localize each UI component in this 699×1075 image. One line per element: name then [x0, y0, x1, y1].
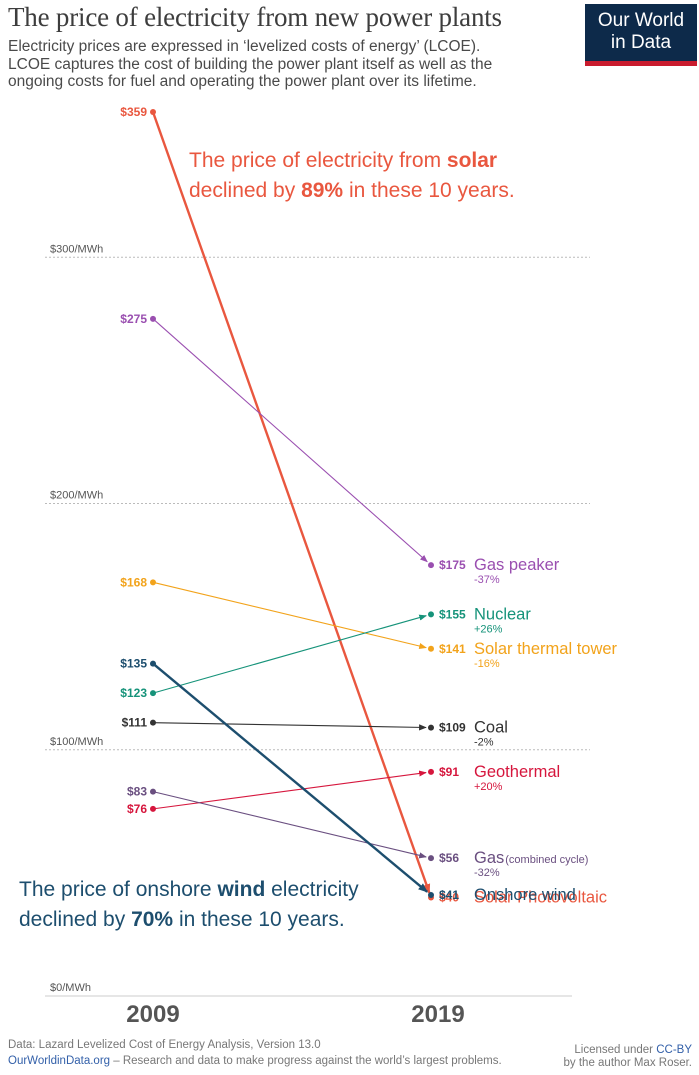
series-start-point	[150, 719, 156, 726]
series-change-label: +26%	[474, 623, 503, 635]
y-tick-label: $0/MWh	[50, 982, 91, 994]
series-line	[152, 581, 427, 650]
y-tick-label: $200/MWh	[50, 490, 103, 502]
series-end-point	[428, 768, 434, 775]
series-end-point	[428, 645, 434, 652]
series-end-label: $56	[439, 851, 459, 865]
license-link[interactable]: CC-BY	[656, 1044, 692, 1056]
y-tick-label: $300/MWh	[50, 243, 103, 255]
logo-line-1: Our World	[597, 10, 685, 31]
series-line	[152, 791, 427, 859]
series-start-label: $123	[120, 686, 147, 700]
series-end-point	[428, 892, 434, 899]
chart-title: The price of electricity from new power …	[8, 2, 502, 32]
license-author: by the author Max Roser.	[563, 1056, 692, 1069]
subtitle-line-1: Electricity prices are expressed in ‘lev…	[8, 38, 481, 55]
subtitle-line-3: ongoing costs for fuel and operating the…	[8, 73, 477, 90]
footer-source: Data: Lazard Levelized Cost of Energy An…	[8, 1037, 502, 1069]
series-change-label: -37%	[474, 574, 500, 586]
series-line	[152, 318, 428, 563]
series-line	[152, 722, 427, 731]
x-tick-label: 2009	[126, 1001, 179, 1028]
series-line	[151, 111, 431, 894]
series-change-label: -32%	[474, 867, 500, 879]
series-start-point	[150, 788, 156, 795]
series-end-point	[428, 855, 434, 862]
series-end-point	[428, 611, 434, 618]
subtitle-line-2: LCOE captures the cost of building the p…	[8, 55, 493, 73]
series-start-point	[150, 660, 156, 667]
site-tagline: – Research and data to make progress aga…	[110, 1055, 502, 1067]
series-start-point	[150, 109, 156, 115]
series-end-label: $109	[439, 721, 466, 735]
y-tick-label: $100/MWh	[50, 736, 103, 748]
series-start-label: $359	[120, 105, 147, 119]
logo-line-2: in Data	[610, 32, 672, 53]
source-note: Data: Lazard Levelized Cost of Energy An…	[8, 1039, 321, 1051]
series-name-label: Solar Photovoltaic	[474, 889, 607, 907]
series-name-label: Solar thermal tower	[474, 640, 618, 658]
series-start-label: $135	[120, 657, 147, 671]
series-change-label: -16%	[474, 658, 500, 670]
series-start-label: $275	[120, 312, 147, 326]
series-change-label: +20%	[474, 781, 503, 793]
series-start-point	[150, 690, 156, 697]
series-end-label: $141	[439, 642, 466, 656]
series-start-label: $83	[127, 785, 147, 799]
series-name-label: Coal	[474, 719, 508, 737]
footer-license: Licensed under CC-BY by the author Max R…	[563, 1044, 692, 1069]
series-end-label: $175	[439, 558, 466, 572]
series-name-label: Gas(combined cycle)	[474, 849, 588, 867]
wind-annotation: The price of onshore wind electricity de…	[19, 878, 359, 931]
series-name-label: Geothermal	[474, 763, 560, 781]
solar-annotation: The price of electricity from solar decl…	[189, 149, 515, 202]
series-line	[152, 662, 428, 893]
series-start-point	[150, 579, 156, 586]
series-end-point	[428, 562, 434, 569]
owid-site-link[interactable]: OurWorldinData.org	[8, 1055, 111, 1067]
x-tick-label: 2019	[411, 1001, 464, 1028]
series-end-label: $41	[439, 888, 459, 902]
series-line	[152, 614, 427, 694]
chart-subtitle: Electricity prices are expressed in ‘lev…	[8, 38, 578, 91]
owid-logo[interactable]: Our World in Data	[585, 4, 697, 66]
series-start-label: $168	[120, 575, 147, 589]
series-end-label: $91	[439, 765, 459, 779]
series-name-label: Onshore wind	[474, 886, 576, 904]
series-start-point	[150, 315, 156, 322]
series-name-label: Nuclear	[474, 605, 531, 623]
series-name-label: Gas peaker	[474, 556, 560, 574]
series-start-label: $76	[127, 802, 147, 816]
series-end-label: $40	[439, 891, 459, 905]
series-change-label: -2%	[474, 737, 494, 749]
series-end-point	[428, 724, 434, 731]
series-start-point	[150, 805, 156, 812]
series-end-label: $155	[439, 607, 466, 621]
series-start-label: $111	[122, 716, 148, 730]
